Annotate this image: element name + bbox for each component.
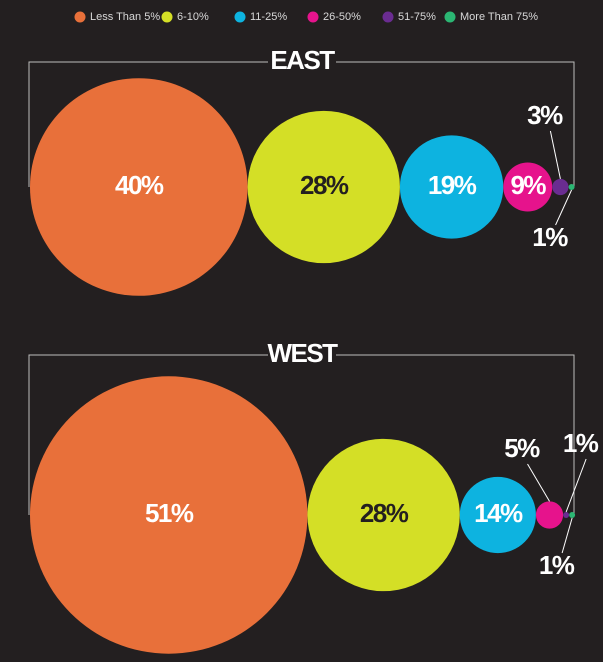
value-label: 1% <box>563 428 599 458</box>
legend-label: 11-25% <box>250 11 287 23</box>
bubble <box>307 438 460 592</box>
legend-swatch <box>307 11 319 23</box>
leader-line <box>549 130 561 179</box>
leader-line <box>561 517 573 554</box>
bracket <box>28 354 575 515</box>
legend-swatch <box>161 11 173 23</box>
chart-title: EAST <box>270 45 335 75</box>
value-label: 19% <box>428 170 477 200</box>
value-label: 28% <box>300 170 349 200</box>
bracket <box>28 61 575 187</box>
legend-swatch <box>234 11 246 23</box>
legend-label: 26-50% <box>323 11 361 23</box>
value-label: 1% <box>532 222 568 252</box>
legend-label: 6-10% <box>177 11 209 23</box>
value-label: 40% <box>115 170 164 200</box>
leader-line <box>555 189 573 226</box>
value-label: 14% <box>474 498 523 528</box>
bubble <box>535 501 564 529</box>
value-label: 9% <box>510 170 546 200</box>
value-label: 5% <box>504 433 540 463</box>
legend-swatch <box>74 11 86 23</box>
legend-swatch <box>382 11 394 23</box>
bubble <box>399 135 504 239</box>
value-label: 3% <box>527 100 563 130</box>
bubble <box>568 184 575 190</box>
legend-label: More Than 75% <box>460 11 538 23</box>
bubble <box>30 78 248 296</box>
value-label: 51% <box>145 498 194 528</box>
bubble <box>459 476 536 554</box>
bubble <box>569 512 576 518</box>
chart-title: WEST <box>267 338 338 368</box>
bubble <box>247 110 400 264</box>
leader-line <box>565 458 587 513</box>
legend-label: Less Than 5% <box>90 11 160 23</box>
bubble <box>503 162 553 212</box>
legend-swatch <box>444 11 456 23</box>
value-label: 1% <box>539 550 575 580</box>
value-label: 28% <box>360 498 409 528</box>
bubble <box>563 512 570 518</box>
bubble <box>552 178 569 196</box>
bubble <box>30 376 308 654</box>
leader-line <box>527 463 550 502</box>
legend-label: 51-75% <box>398 11 436 23</box>
